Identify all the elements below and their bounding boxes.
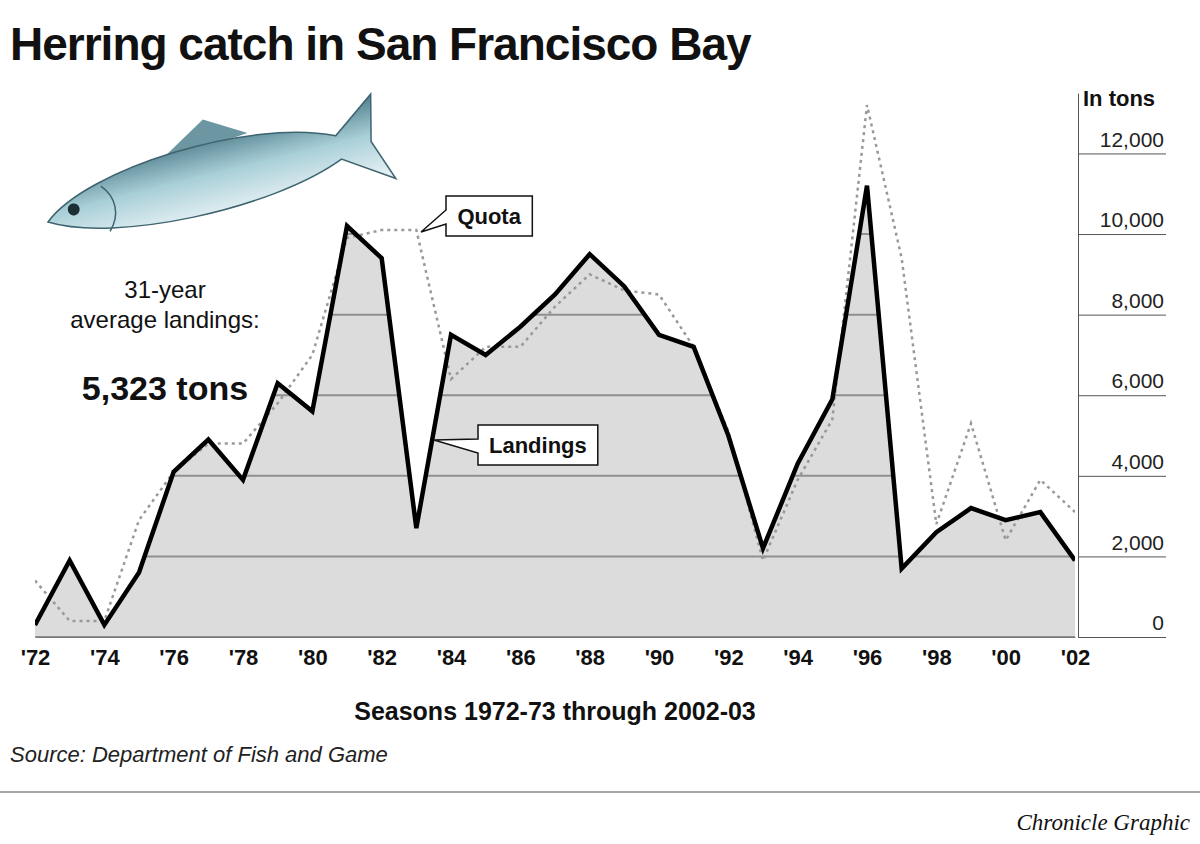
series-line bbox=[35, 105, 1075, 621]
series-callout: Quota bbox=[421, 196, 532, 236]
x-tick: '74 bbox=[90, 637, 120, 670]
fish-illustration bbox=[33, 78, 396, 263]
x-tick: '84 bbox=[437, 637, 467, 670]
footer-rule bbox=[0, 791, 1200, 793]
grid-line bbox=[35, 233, 1075, 235]
x-tick: '02 bbox=[1061, 637, 1091, 670]
chart-svg: Herring catch in San Francisco Bay '72 '74… bbox=[0, 0, 1200, 844]
x-tick-label: '02 bbox=[1061, 645, 1091, 670]
callout-box bbox=[421, 196, 532, 236]
y-tick: 0 bbox=[1078, 611, 1166, 637]
y-tick-label: 8,000 bbox=[1111, 289, 1164, 312]
x-tick: '76 bbox=[159, 637, 189, 670]
grid bbox=[35, 153, 1075, 637]
y-tick-mark bbox=[1078, 234, 1166, 235]
callout-label: Landings bbox=[489, 433, 587, 458]
x-tick-label: '76 bbox=[159, 645, 189, 670]
y-tick: 10,000 bbox=[1078, 208, 1166, 234]
y-tick: 6,000 bbox=[1078, 369, 1166, 395]
x-tick-label: '82 bbox=[367, 645, 397, 670]
x-tick: '72 bbox=[21, 637, 51, 670]
y-tick-label: 10,000 bbox=[1100, 208, 1164, 231]
x-tick-label: '74 bbox=[90, 645, 120, 670]
x-tick: '80 bbox=[298, 637, 328, 670]
y-tick: 4,000 bbox=[1078, 450, 1166, 476]
y-tick: 12,000 bbox=[1078, 128, 1166, 154]
x-tick-label: '96 bbox=[853, 645, 883, 670]
series-line bbox=[35, 186, 1075, 625]
y-tick-label: 0 bbox=[1152, 611, 1164, 634]
annotation-value: 5,323 tons bbox=[82, 369, 248, 407]
annotation-text: 31-year bbox=[124, 276, 205, 303]
y-tick-mark bbox=[1078, 476, 1166, 477]
x-tick-label: '80 bbox=[298, 645, 328, 670]
fish-gill bbox=[99, 184, 121, 231]
source: Source: Department of Fish and Game bbox=[10, 742, 388, 767]
x-tick: '98 bbox=[922, 637, 952, 670]
y-tick-mark bbox=[1078, 395, 1166, 396]
x-tick-label: '72 bbox=[21, 645, 51, 670]
callout-box bbox=[434, 425, 598, 465]
callout-label: Quota bbox=[457, 204, 521, 229]
y-tick-mark bbox=[1078, 637, 1166, 638]
y-tick-label: 6,000 bbox=[1111, 369, 1164, 392]
x-tick-label: '98 bbox=[922, 645, 952, 670]
y-tick: 8,000 bbox=[1078, 289, 1166, 315]
chart-container: Herring catch in San Francisco Bay '72 '74… bbox=[0, 0, 1200, 844]
grid-line bbox=[35, 636, 1075, 637]
x-tick: '90 bbox=[645, 637, 675, 670]
y-tick: 2,000 bbox=[1078, 531, 1166, 557]
x-tick-label: '78 bbox=[229, 645, 259, 670]
average-annotation: 31-year average landings: 5,323 tons bbox=[70, 276, 259, 407]
y-axis-title: In tons bbox=[1083, 86, 1155, 111]
x-tick: '82 bbox=[367, 637, 397, 670]
series-callout: Landings bbox=[434, 425, 598, 465]
y-tick-label: 4,000 bbox=[1111, 450, 1164, 473]
x-axis-title: Seasons 1972-73 through 2002-03 bbox=[354, 697, 756, 725]
x-tick-label: '88 bbox=[575, 645, 605, 670]
y-axis: 0 2,000 4,000 6,000 8,000 10,000 12,000 bbox=[1078, 94, 1166, 638]
x-tick-label: '94 bbox=[783, 645, 813, 670]
x-tick: '94 bbox=[783, 637, 813, 670]
grid-line bbox=[35, 475, 1075, 477]
x-tick: '78 bbox=[229, 637, 259, 670]
y-tick-label: 2,000 bbox=[1111, 531, 1164, 554]
x-axis-line bbox=[36, 637, 1076, 638]
plot-data bbox=[35, 105, 1075, 637]
x-tick: '96 bbox=[853, 637, 883, 670]
x-tick: '88 bbox=[575, 637, 605, 670]
title: Herring catch in San Francisco Bay bbox=[10, 18, 752, 70]
y-tick-mark bbox=[1078, 315, 1166, 316]
area-fill bbox=[35, 186, 1075, 637]
x-tick-label: '84 bbox=[437, 645, 467, 670]
y-axis-line bbox=[1078, 94, 1079, 638]
x-tick: '00 bbox=[991, 637, 1021, 670]
y-tick-mark bbox=[1078, 153, 1166, 154]
fish-body bbox=[37, 93, 396, 263]
fish-eye bbox=[66, 202, 81, 217]
x-tick-label: '86 bbox=[506, 645, 536, 670]
x-tick: '92 bbox=[714, 637, 744, 670]
x-axis: '72 '74 '76 '78 '80 '82 '84 '86 '88 '90 '92 '94 '96 '… bbox=[21, 637, 1091, 670]
y-tick-label: 12,000 bbox=[1100, 128, 1164, 151]
x-tick-label: '00 bbox=[991, 645, 1021, 670]
credit: Chronicle Graphic bbox=[1016, 810, 1190, 835]
x-tick-label: '92 bbox=[714, 645, 744, 670]
x-tick-label: '90 bbox=[645, 645, 675, 670]
grid-line bbox=[35, 555, 1075, 557]
x-tick: '86 bbox=[506, 637, 536, 670]
annotation-text: average landings: bbox=[70, 306, 259, 333]
y-tick-mark bbox=[1078, 556, 1166, 557]
grid-line bbox=[35, 152, 1075, 154]
